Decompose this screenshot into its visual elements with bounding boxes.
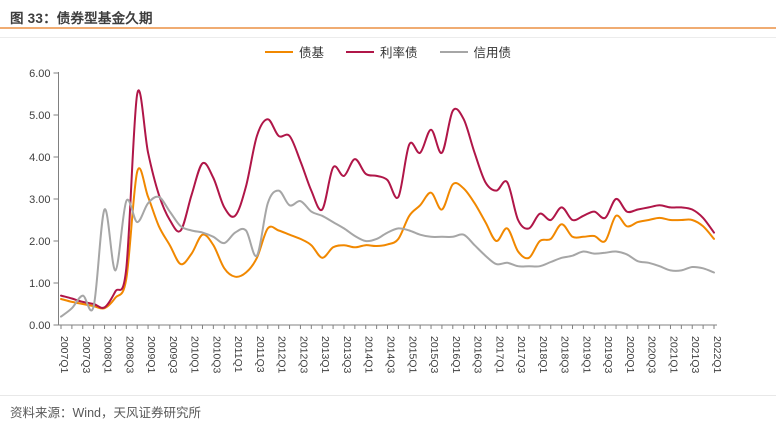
x-tick-label: 2016Q3 (472, 336, 484, 374)
y-tick-label: 3.00 (29, 194, 50, 206)
x-tick-label: 2009Q1 (145, 336, 157, 374)
x-tick-label: 2007Q1 (58, 336, 70, 374)
legend-label: 利率债 (379, 46, 418, 60)
x-tick-label: 2008Q3 (123, 336, 135, 374)
x-tick-label: 2011Q1 (232, 336, 244, 373)
x-tick-label: 2013Q3 (341, 336, 353, 374)
data-source-note: 资料来源：Wind，天风证券研究所 (10, 406, 201, 420)
x-tick-label: 2019Q1 (580, 336, 592, 374)
x-tick-label: 2020Q1 (624, 336, 636, 374)
y-tick-label: 2.00 (29, 236, 50, 248)
x-tick-label: 2010Q1 (189, 336, 201, 374)
x-tick-label: 2017Q3 (515, 336, 527, 374)
title-underline-accent (0, 27, 776, 29)
x-tick-label: 2008Q1 (102, 336, 114, 374)
x-tick-label: 2015Q3 (428, 336, 440, 374)
x-tick-label: 2022Q1 (711, 336, 723, 374)
y-tick-label: 0.00 (29, 320, 50, 332)
footer-divider (0, 395, 776, 396)
x-tick-label: 2018Q3 (559, 336, 571, 374)
chart-legend: 债基 利率债 信用债 (0, 42, 776, 61)
legend-line-swatch (345, 50, 374, 53)
x-tick-label: 2018Q1 (537, 336, 549, 374)
header-divider (0, 37, 776, 38)
bond-fund-duration-line (60, 167, 715, 310)
y-tick-label: 4.00 (29, 152, 50, 164)
legend-label: 信用债 (473, 46, 512, 60)
x-tick-label: 2020Q3 (646, 336, 658, 374)
x-tick-label: 2021Q1 (667, 336, 679, 374)
legend-label: 债基 (298, 46, 324, 60)
y-tick-label: 6.00 (29, 68, 50, 80)
x-tick-label: 2011Q3 (254, 336, 266, 373)
y-tick-label: 5.00 (29, 110, 50, 122)
x-tick-label: 2016Q1 (450, 336, 462, 374)
x-tick-label: 2017Q1 (493, 336, 505, 374)
rate-bond-duration-line (60, 89, 715, 309)
x-tick-label: 2010Q3 (210, 336, 222, 374)
legend-line-swatch (439, 50, 468, 53)
legend-item-1: 债基 (264, 42, 324, 61)
credit-bond-duration-line (60, 189, 715, 318)
x-tick-label: 2013Q1 (319, 336, 331, 374)
x-tick-label: 2014Q1 (363, 336, 375, 374)
x-tick-label: 2012Q3 (297, 336, 309, 374)
x-tick-label: 2021Q3 (689, 336, 701, 374)
legend-line-swatch (264, 50, 293, 53)
x-tick-label: 2012Q1 (276, 336, 288, 374)
legend-item-2: 利率债 (345, 42, 418, 61)
x-tick-label: 2019Q3 (602, 336, 614, 374)
x-tick-label: 2009Q3 (167, 336, 179, 374)
figure-title: 图 33：债券型基金久期 (10, 11, 153, 26)
y-tick-label: 1.00 (29, 278, 50, 290)
x-tick-label: 2014Q3 (385, 336, 397, 374)
x-tick-label: 2007Q3 (80, 336, 92, 374)
x-tick-label: 2015Q1 (406, 336, 418, 374)
legend-item-3: 信用债 (439, 42, 512, 61)
